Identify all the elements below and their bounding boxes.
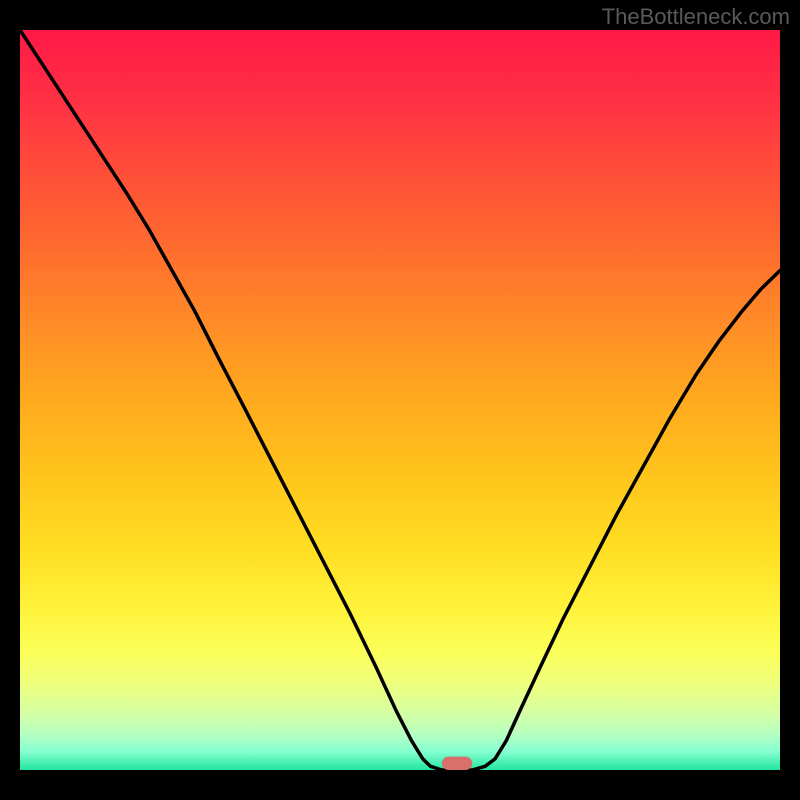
plot-area <box>20 30 780 770</box>
bottleneck-chart <box>20 30 780 770</box>
chart-background <box>20 30 780 770</box>
chart-frame: TheBottleneck.com <box>0 0 800 800</box>
minimum-marker <box>442 757 472 770</box>
watermark-text: TheBottleneck.com <box>602 4 790 30</box>
